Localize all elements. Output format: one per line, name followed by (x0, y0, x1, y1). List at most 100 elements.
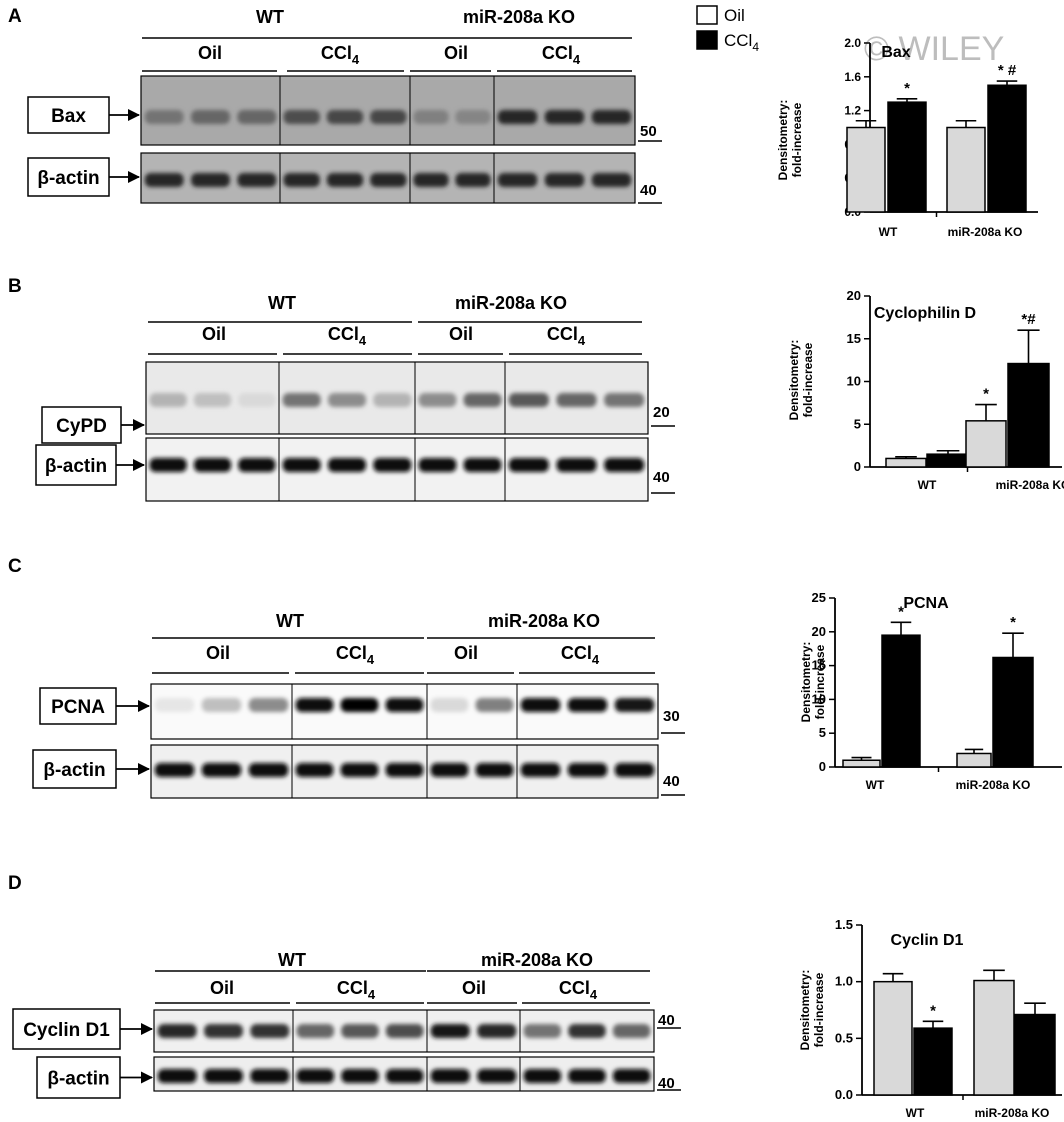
legend-label-oil: Oil (724, 6, 745, 25)
group-label: miR-208a KO (463, 7, 575, 27)
bar (946, 126, 986, 213)
band (418, 393, 457, 407)
bar (973, 979, 1015, 1096)
band (296, 1069, 335, 1083)
band (250, 1024, 290, 1038)
y-tick-label: 10 (847, 374, 861, 389)
band (204, 1069, 243, 1083)
panel-letter: B (8, 276, 22, 297)
treatment-label: CCl4 (559, 978, 598, 1002)
y-tick-label: 10 (812, 691, 826, 706)
band (341, 1069, 379, 1083)
x-category-label: WT (906, 1106, 925, 1120)
y-tick-label: 0 (854, 459, 861, 474)
band (327, 458, 367, 472)
watermark: © WILEY (864, 30, 1004, 68)
y-tick-label: 0.5 (835, 1030, 853, 1045)
arrow-head (138, 700, 150, 712)
band (282, 458, 321, 472)
band (201, 698, 242, 712)
band (248, 698, 289, 712)
treatment-label: Oil (206, 643, 230, 663)
band (463, 458, 502, 472)
band (283, 110, 320, 124)
bar (846, 126, 886, 213)
band (201, 763, 242, 777)
blot-actin: β-actin 40 (32, 744, 685, 799)
bar (842, 759, 881, 768)
bar (987, 84, 1027, 213)
y-tick-label: 1.5 (835, 917, 853, 932)
band (612, 1069, 651, 1083)
chart-2: 0 5 10 15 20 Densitometry:fold-increase Cyclop… (787, 288, 1064, 492)
bar (881, 634, 921, 768)
band (237, 173, 277, 187)
panel-letter: D (8, 873, 22, 894)
chart-1: 0.00.40.81.21.62.0Densitometry:fold-incr… (776, 36, 1038, 239)
treatment-label: CCl4 (336, 643, 375, 667)
band (154, 698, 195, 712)
legend-swatch-oil (696, 5, 718, 25)
arrow-head (128, 109, 140, 121)
chart-title: Cyclin D1 (891, 932, 964, 949)
band (523, 1024, 562, 1038)
band (477, 1069, 517, 1083)
legend-swatch-ccl4 (696, 30, 718, 50)
band (430, 1069, 470, 1083)
band (370, 173, 407, 187)
bar (887, 101, 927, 213)
band (282, 393, 321, 407)
bar (965, 420, 1007, 468)
bar (913, 1027, 953, 1096)
blot-actin: β-actin 40 (27, 152, 662, 204)
y-axis-label: Densitometry:fold-increase (799, 642, 827, 723)
significance-mark: * (930, 1002, 936, 1019)
band (340, 763, 379, 777)
panel-letter: A (8, 6, 22, 27)
band (238, 393, 276, 407)
arrow-head (138, 763, 150, 775)
group-label: WT (276, 611, 304, 631)
band (591, 110, 632, 124)
significance-mark: * (898, 603, 904, 620)
blot-label: Bax (51, 106, 86, 127)
legend: Oil CCl4 (696, 5, 759, 54)
treatment-label: CCl4 (337, 978, 376, 1002)
band (341, 1024, 379, 1038)
chart-4: 0.0 0.5 1.0 1.5 Densitometry:fold-increase Cy… (798, 917, 1062, 1120)
band (497, 110, 538, 124)
band (508, 458, 549, 472)
band (475, 763, 514, 777)
band (295, 763, 334, 777)
bar (873, 980, 913, 1096)
y-tick-label: 0 (819, 759, 826, 774)
significance-mark: * (983, 386, 989, 403)
mw-marker: 20 (653, 404, 670, 421)
band (544, 110, 585, 124)
significance-mark: * (1010, 614, 1016, 631)
band (520, 698, 561, 712)
band (455, 173, 491, 187)
treatment-label: CCl4 (321, 43, 360, 67)
band (567, 698, 608, 712)
mw-marker: 40 (658, 1075, 675, 1092)
band (326, 173, 364, 187)
treatment-label: Oil (449, 324, 473, 344)
mw-marker: 40 (658, 1012, 675, 1029)
y-tick-label: 0.0 (835, 1087, 853, 1102)
band (373, 458, 412, 472)
significance-mark: * (904, 80, 910, 97)
x-category-label: miR-208a KO (996, 478, 1064, 492)
band (327, 393, 367, 407)
blot-label-box (36, 1056, 121, 1099)
band (477, 1024, 517, 1038)
chart-3: 0 5 10 15 20 25 Densitometry:fold-increase PCNA… (799, 590, 1062, 792)
blot-label: β-actin (37, 168, 99, 189)
y-axis-label: Densitometry:fold-increase (798, 970, 826, 1051)
group-label: miR-208a KO (455, 293, 567, 313)
band (144, 110, 184, 124)
band (191, 173, 230, 187)
mw-marker: 40 (653, 469, 670, 486)
arrow-head (133, 419, 145, 431)
